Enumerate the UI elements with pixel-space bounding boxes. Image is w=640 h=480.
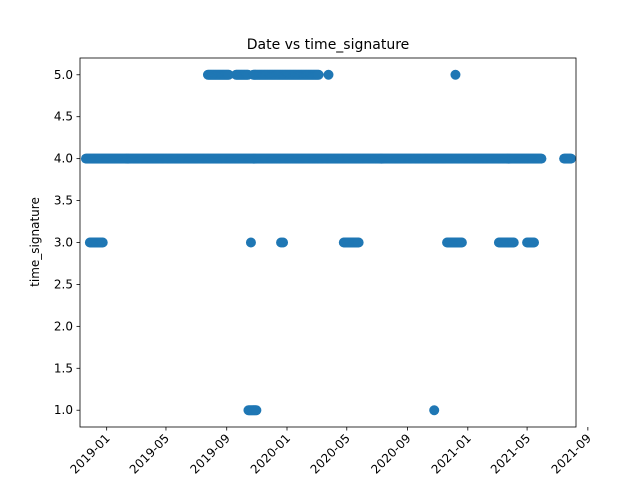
y-tick-label: 1.0 bbox=[54, 403, 73, 417]
data-point bbox=[245, 237, 256, 248]
data-point bbox=[529, 237, 540, 248]
x-tick-label: 2020-05 bbox=[308, 431, 353, 476]
x-axis: 2019-01 2019-05 2019-09 2020-01 2020-05 2020-… bbox=[67, 427, 594, 477]
data-point bbox=[313, 69, 324, 80]
data-point bbox=[323, 69, 334, 80]
y-tick-label: 5.0 bbox=[54, 68, 73, 82]
data-point bbox=[278, 237, 289, 248]
y-tick-label: 3.5 bbox=[54, 194, 73, 208]
x-tick-label: 2021-01 bbox=[429, 431, 474, 476]
y-tick-label: 3.0 bbox=[54, 236, 73, 250]
x-tick-label: 2019-09 bbox=[187, 431, 232, 476]
x-tick-label: 2020-09 bbox=[368, 431, 413, 476]
y-axis: 1.0 1.5 2.0 2.5 3.0 3.5 4.0 4.5 5.0 bbox=[54, 68, 80, 417]
x-tick-label: 2019-01 bbox=[67, 431, 112, 476]
data-points bbox=[80, 69, 577, 416]
x-tick-label: 2019-05 bbox=[127, 431, 172, 476]
data-point bbox=[429, 405, 440, 416]
data-point bbox=[456, 237, 467, 248]
y-tick-label: 4.0 bbox=[54, 152, 73, 166]
x-tick-label: 2021-05 bbox=[488, 431, 533, 476]
data-point bbox=[97, 237, 108, 248]
data-point bbox=[251, 405, 262, 416]
y-tick-label: 4.5 bbox=[54, 110, 73, 124]
y-tick-label: 1.5 bbox=[54, 361, 73, 375]
data-point bbox=[508, 237, 519, 248]
data-point bbox=[450, 69, 461, 80]
x-tick-label: 2020-01 bbox=[248, 431, 293, 476]
y-tick-label: 2.0 bbox=[54, 319, 73, 333]
x-tick-label: 2021-09 bbox=[549, 431, 594, 476]
data-point bbox=[536, 153, 547, 164]
chart-title: Date vs time_signature bbox=[247, 37, 410, 53]
data-point bbox=[223, 69, 234, 80]
y-axis-label: time_signature bbox=[28, 197, 42, 287]
data-point bbox=[566, 153, 577, 164]
y-tick-label: 2.5 bbox=[54, 277, 73, 291]
data-point bbox=[353, 237, 364, 248]
